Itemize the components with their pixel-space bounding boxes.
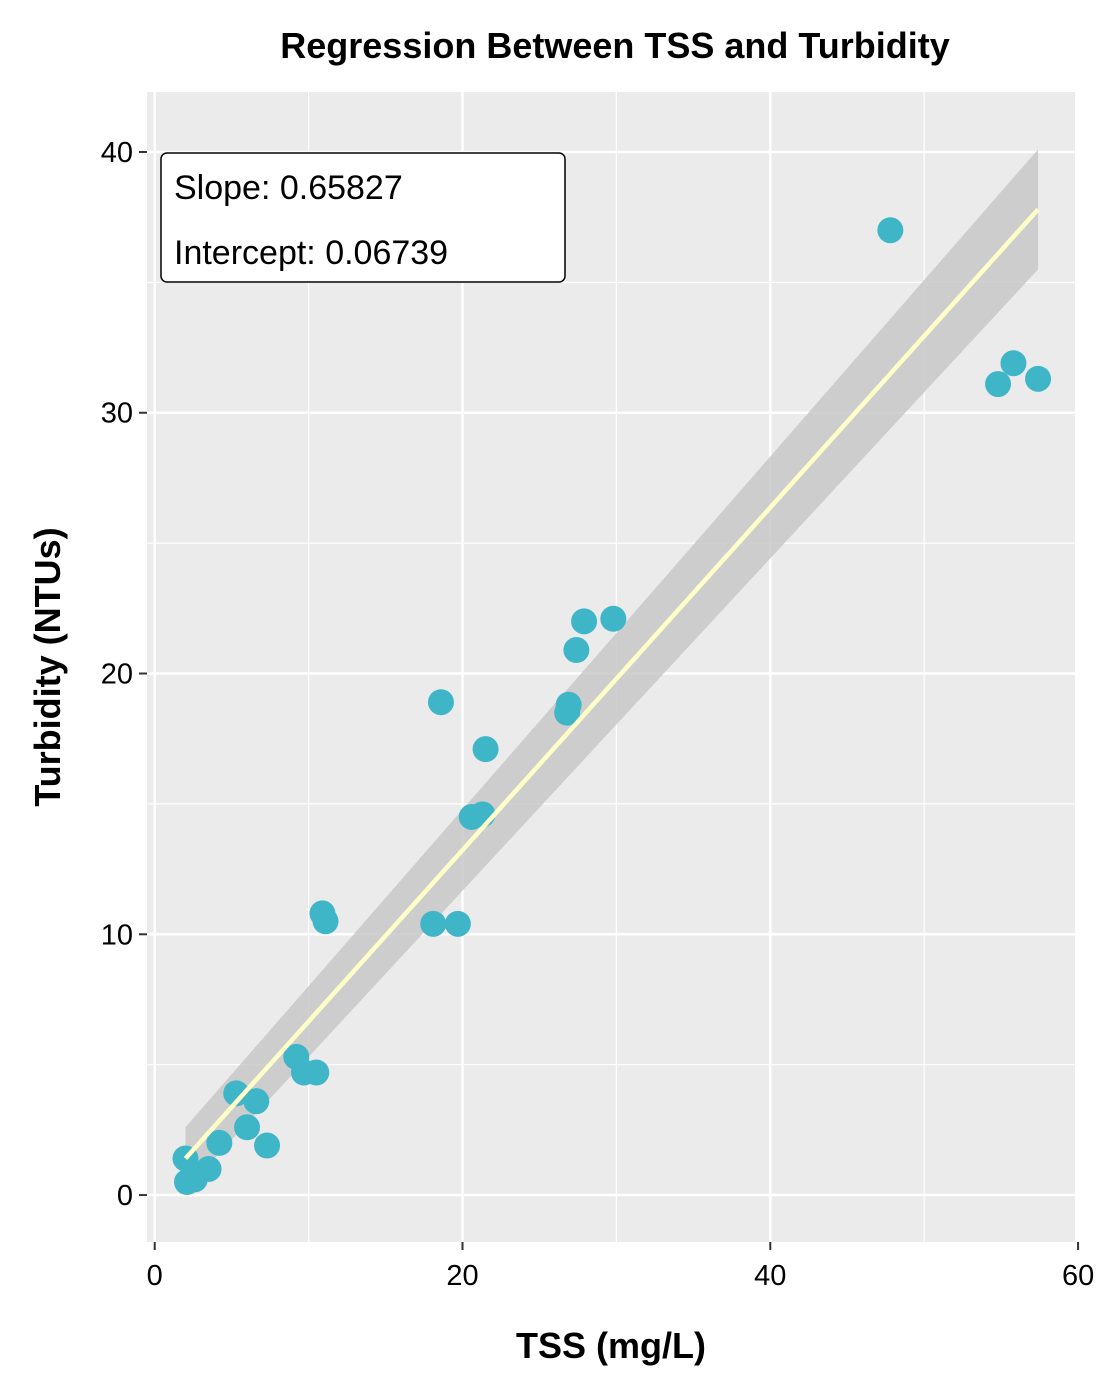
data-point <box>1000 350 1027 377</box>
data-point <box>427 689 454 716</box>
data-point <box>303 1059 330 1086</box>
data-point <box>254 1132 281 1159</box>
data-point <box>444 910 471 937</box>
x-axis-ticks: 0 20 40 60 <box>147 1242 1094 1292</box>
data-point <box>555 691 582 718</box>
confidence-band-layer <box>185 149 1039 1190</box>
chart-title: Regression Between TSS and Turbidity <box>280 25 949 66</box>
y-tick-label: 0 <box>117 1180 133 1212</box>
data-point <box>472 736 499 763</box>
data-point <box>985 371 1012 398</box>
intercept-label: Intercept: 0.06739 <box>174 234 448 272</box>
confidence-band <box>185 149 1039 1190</box>
y-tick-label: 10 <box>101 919 133 951</box>
data-point <box>195 1155 222 1182</box>
data-point <box>469 801 496 828</box>
data-point <box>206 1129 233 1156</box>
annotation-box <box>160 152 566 283</box>
data-point <box>600 605 627 632</box>
regression-line <box>183 207 1040 1161</box>
x-tick-label: 60 <box>1062 1260 1094 1292</box>
data-point <box>312 908 339 935</box>
x-tick-label: 20 <box>446 1260 478 1292</box>
fit-line-layer <box>183 207 1040 1161</box>
y-tick-label: 40 <box>101 137 133 169</box>
slope-label: Slope: 0.65827 <box>174 169 403 207</box>
data-point <box>234 1114 261 1141</box>
data-point <box>563 637 590 664</box>
points-layer <box>172 217 1052 1196</box>
data-point <box>877 217 904 244</box>
x-axis-title: TSS (mg/L) <box>516 1325 706 1366</box>
data-point <box>223 1080 250 1107</box>
x-tick-label: 40 <box>754 1260 786 1292</box>
equation-annotation: Slope: 0.65827 Intercept: 0.06739 <box>160 152 566 283</box>
y-axis-ticks: 0 10 20 30 40 <box>101 137 147 1212</box>
data-point <box>243 1088 270 1115</box>
data-point <box>1025 365 1052 392</box>
y-tick-label: 30 <box>101 398 133 430</box>
data-point <box>420 910 447 937</box>
y-tick-label: 20 <box>101 659 133 691</box>
y-axis-title: Turbidity (NTUs) <box>27 527 68 806</box>
x-tick-label: 0 <box>147 1260 163 1292</box>
data-point <box>571 608 598 635</box>
